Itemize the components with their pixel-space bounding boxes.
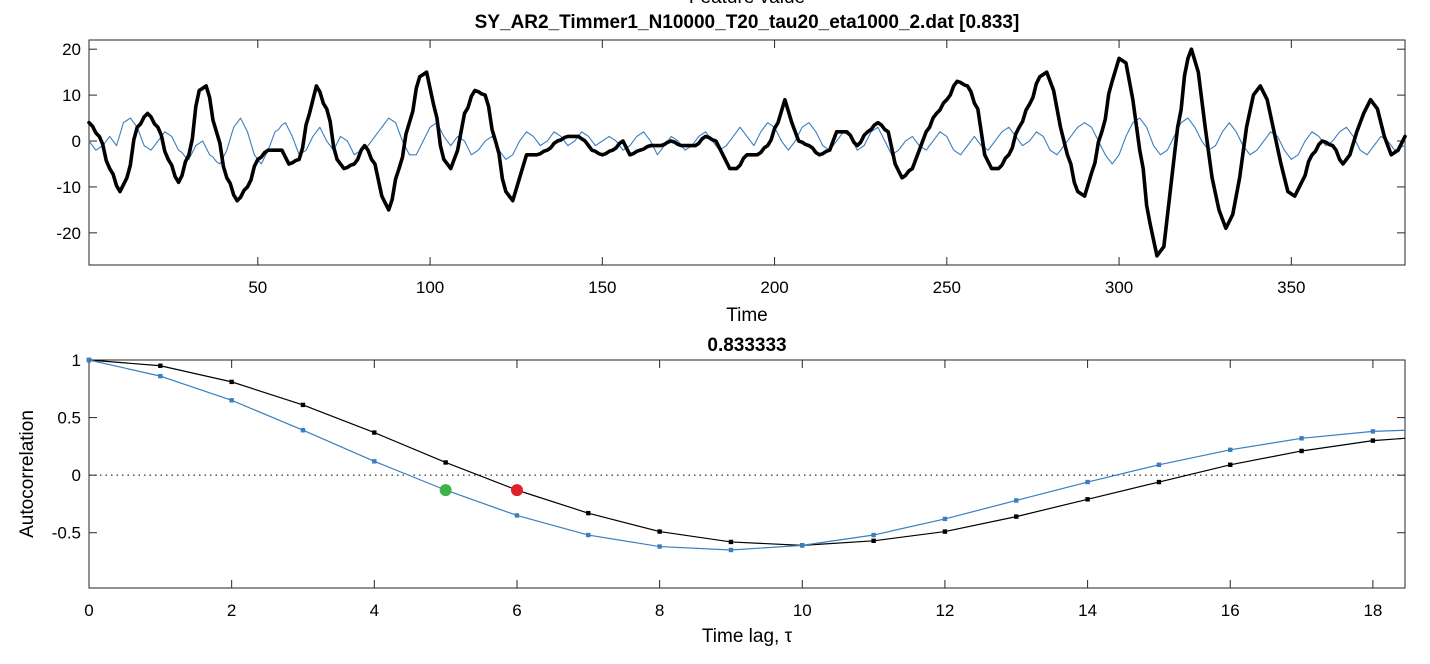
blue-series-point [1299, 436, 1304, 441]
green-highlight-point [439, 484, 452, 497]
top-panel: SY_AR2_Timmer1_N10000_T20_tau20_eta1000_… [56, 12, 1407, 326]
black-series-point [1156, 479, 1162, 485]
bottom-panel: 0.833333 0 2 4 6 8 10 12 14 16 18 -0.5 0 0.5 1 Time l… [17, 335, 1406, 647]
black-series-point [728, 539, 734, 545]
blue-series-point [1014, 498, 1019, 503]
blue-series-point [800, 543, 805, 548]
top-y-tick-label: -20 [56, 224, 81, 243]
bottom-series-blue-line [88, 359, 1406, 551]
bottom-axis-ticks: 0 2 4 6 8 10 12 14 16 18 -0.5 0 0.5 1 [52, 351, 1405, 620]
black-series-point [586, 510, 591, 516]
top-x-tick-label: 250 [933, 278, 961, 297]
bottom-x-tick-label: 18 [1363, 601, 1382, 620]
bottom-x-tick-label: 14 [1078, 601, 1097, 620]
top-x-tick-label: 300 [1105, 278, 1133, 297]
blue-series-point [1085, 479, 1090, 485]
black-series-point [158, 363, 163, 368]
black-series-point [657, 529, 662, 534]
bottom-y-axis-label: Autocorrelation [17, 410, 38, 538]
bottom-x-tick-label: 4 [370, 601, 379, 620]
black-series-point [871, 538, 876, 543]
bottom-x-tick-label: 0 [84, 601, 93, 620]
blue-series-point [158, 373, 163, 379]
top-y-tick-label: 0 [72, 132, 81, 151]
top-x-axis-label: Time [726, 305, 768, 326]
bottom-series-group [86, 357, 1406, 553]
top-axis-ticks: 50 100 150 200 250 300 350 -20 -10 0 10 20 [56, 40, 1405, 297]
red-highlight-point [510, 484, 523, 497]
bottom-x-tick-label: 6 [512, 601, 521, 620]
blue-series-point [1228, 447, 1233, 453]
black-series-point [372, 430, 377, 435]
top-series-black-line [87, 47, 1407, 258]
top-series-group [87, 47, 1407, 258]
top-x-tick-label: 350 [1277, 278, 1305, 297]
highlight-markers [439, 484, 523, 497]
black-series-point [1085, 497, 1090, 502]
top-x-tick-label: 150 [588, 278, 616, 297]
blue-series-point [514, 513, 520, 518]
bottom-plot-area [88, 359, 1406, 589]
top-y-tick-label: 10 [62, 86, 81, 105]
blue-series-point [229, 398, 234, 403]
bottom-x-tick-label: 2 [227, 601, 236, 620]
bottom-x-tick-label: 8 [655, 601, 664, 620]
bottom-x-tick-label: 16 [1221, 601, 1240, 620]
black-series-point [942, 529, 948, 534]
blue-series-point [372, 459, 377, 464]
blue-series-point [871, 532, 876, 538]
top-x-tick-label: 200 [760, 278, 788, 297]
blue-series-point [1370, 429, 1376, 434]
bottom-y-tick-label: -0.5 [52, 524, 81, 543]
bottom-x-tick-label: 10 [793, 601, 812, 620]
top-series-blue-line [88, 117, 1406, 165]
black-series-point [300, 402, 306, 408]
blue-series-point [300, 428, 306, 433]
blue-series-point [586, 532, 591, 538]
blue-series-point [728, 547, 734, 553]
blue-series-point [942, 516, 948, 522]
black-series-point [229, 379, 234, 385]
black-series-point [443, 460, 448, 465]
bottom-chart-title: 0.833333 [707, 335, 786, 356]
figure-suptitle: Feature value [689, 0, 805, 8]
bottom-y-tick-label: 0 [72, 466, 81, 485]
bottom-y-tick-label: 1 [72, 351, 81, 370]
bottom-x-tick-label: 12 [935, 601, 954, 620]
blue-series-point [657, 544, 662, 549]
top-x-tick-label: 50 [248, 278, 267, 297]
top-y-tick-label: 20 [62, 40, 81, 59]
top-chart-title: SY_AR2_Timmer1_N10000_T20_tau20_eta1000_… [475, 12, 1020, 33]
bottom-series-black-line [88, 359, 1406, 546]
bottom-x-axis-label: Time lag, τ [702, 626, 793, 647]
black-series-point [1228, 462, 1233, 467]
top-x-tick-label: 100 [416, 278, 444, 297]
black-series-point [1014, 514, 1019, 519]
black-series-point [1370, 438, 1376, 443]
bottom-y-tick-label: 0.5 [57, 409, 81, 428]
blue-series-point [86, 357, 92, 363]
black-series-point [1299, 448, 1304, 454]
blue-series-point [1156, 462, 1162, 467]
top-y-tick-label: -10 [56, 178, 81, 197]
